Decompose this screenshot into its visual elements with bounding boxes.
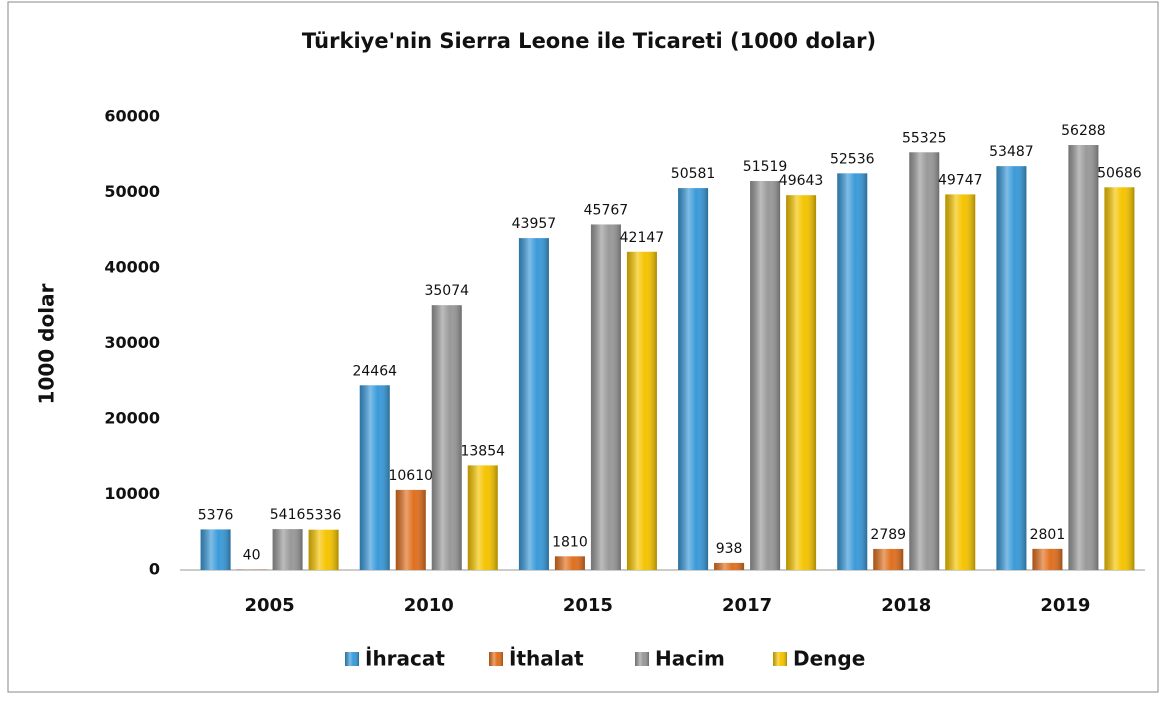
- x-tick-label: 2018: [881, 595, 931, 616]
- value-label: 55325: [902, 130, 947, 146]
- value-label: 938: [716, 541, 743, 557]
- bar-shine: [360, 385, 390, 570]
- bar-shine: [309, 530, 339, 570]
- bar-shine: [432, 305, 462, 570]
- bar-shine: [273, 529, 303, 570]
- bar-shine: [1068, 145, 1098, 570]
- bar-shine: [591, 224, 621, 570]
- legend-swatch-shine: [773, 652, 787, 666]
- value-label: 13854: [460, 443, 505, 459]
- bar-shine: [750, 181, 780, 570]
- legend-label: Denge: [793, 647, 865, 671]
- x-tick-label: 2005: [245, 595, 295, 616]
- bar-shine: [786, 195, 816, 570]
- chart-border: [8, 2, 1158, 692]
- y-tick-label: 60000: [104, 107, 160, 126]
- bar-shine: [909, 152, 939, 570]
- value-label: 42147: [620, 230, 665, 246]
- legend-swatch-shine: [345, 652, 359, 666]
- value-label: 2789: [870, 527, 906, 543]
- y-tick-label: 50000: [104, 182, 160, 201]
- bar-shine: [873, 549, 903, 570]
- value-label: 1810: [552, 534, 588, 550]
- legend-swatch-shine: [489, 652, 503, 666]
- value-label: 5376: [198, 507, 234, 523]
- bar-shine: [1104, 187, 1134, 570]
- bar-shine: [837, 173, 867, 570]
- legend-label: Hacim: [655, 647, 725, 671]
- x-tick-label: 2015: [563, 595, 613, 616]
- value-label: 50686: [1097, 165, 1142, 181]
- bar-shine: [945, 194, 975, 570]
- x-tick-label: 2010: [404, 595, 454, 616]
- y-tick-label: 0: [149, 560, 160, 579]
- value-label: 43957: [512, 216, 557, 232]
- value-label: 45767: [584, 202, 629, 218]
- value-label: 56288: [1061, 123, 1106, 139]
- y-tick-label: 10000: [104, 484, 160, 503]
- y-tick-label: 20000: [104, 409, 160, 428]
- value-label: 49747: [938, 172, 983, 188]
- x-tick-label: 2017: [722, 595, 772, 616]
- value-label: 40: [243, 548, 261, 564]
- bar-shine: [201, 529, 231, 570]
- bar-shine: [1032, 549, 1062, 570]
- value-label: 5336: [306, 508, 342, 524]
- value-label: 53487: [989, 144, 1034, 160]
- legend-label: İthalat: [509, 647, 584, 671]
- bar-shine: [627, 252, 657, 570]
- y-axis-label: 1000 dolar: [35, 283, 59, 404]
- value-label: 5416: [270, 507, 306, 523]
- value-label: 24464: [352, 363, 397, 379]
- legend-swatch-shine: [635, 652, 649, 666]
- chart-title: Türkiye'nin Sierra Leone ile Ticareti (1…: [302, 29, 876, 53]
- bar-shine: [396, 490, 426, 570]
- y-tick-label: 40000: [104, 258, 160, 277]
- x-tick-label: 2019: [1040, 595, 1090, 616]
- legend-label: İhracat: [365, 647, 445, 671]
- value-label: 10610: [388, 468, 433, 484]
- y-tick-label: 30000: [104, 333, 160, 352]
- bar-shine: [996, 166, 1026, 570]
- bar-shine: [714, 563, 744, 570]
- value-label: 35074: [424, 283, 469, 299]
- bar-shine: [468, 465, 498, 570]
- bar-shine: [519, 238, 549, 570]
- bar-shine: [678, 188, 708, 570]
- bar-shine: [555, 556, 585, 570]
- value-label: 52536: [830, 151, 875, 167]
- value-label: 49643: [779, 173, 824, 189]
- value-label: 2801: [1030, 527, 1066, 543]
- value-label: 50581: [671, 166, 716, 182]
